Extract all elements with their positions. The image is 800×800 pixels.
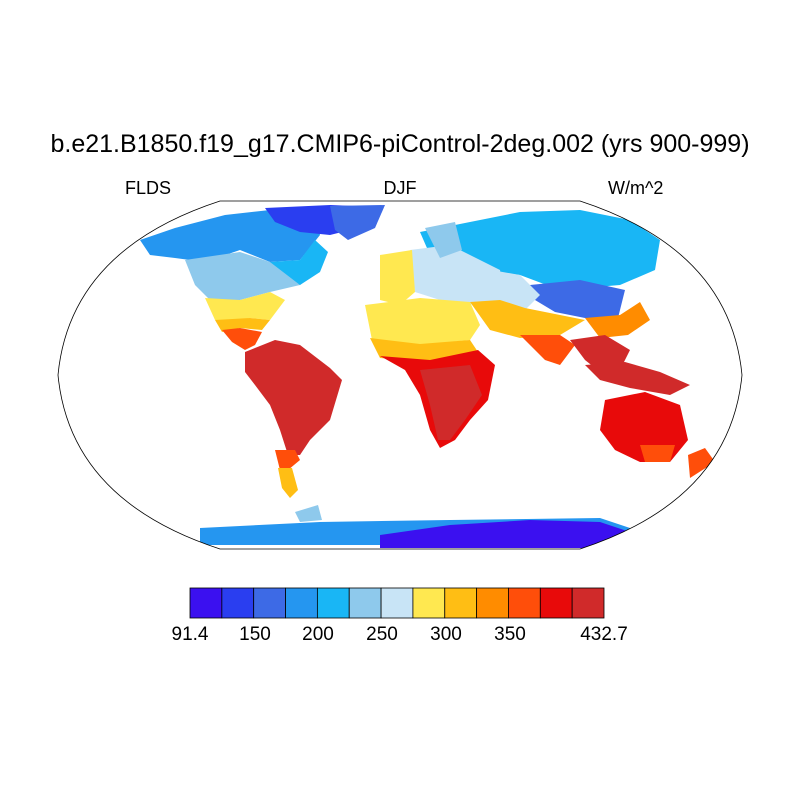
south-america: [245, 340, 342, 455]
colorbar-box: [285, 587, 318, 619]
colorbar-box: [380, 587, 414, 619]
land-fields: [140, 205, 715, 548]
colorbar-box: [476, 587, 509, 619]
season-label: DJF: [383, 178, 417, 198]
australia: [600, 392, 688, 462]
colorbar-box: [571, 587, 605, 619]
colorbar-box: [189, 587, 223, 619]
colorbar-box: [221, 587, 255, 619]
north-america-north: [140, 210, 320, 262]
central-asia: [480, 268, 540, 310]
variable-label: FLDS: [125, 178, 172, 198]
colorbar-tick-label: 91.4: [171, 624, 209, 645]
patagonia: [278, 468, 298, 498]
colorbar-tick-label: 200: [302, 624, 334, 645]
colorbar-tick-label: 432.7: [580, 624, 628, 645]
indonesia: [585, 362, 690, 395]
new-zealand: [688, 448, 715, 478]
antarctic-peninsula: [295, 505, 322, 522]
africa-south: [420, 365, 482, 440]
north-america-south: [205, 292, 285, 322]
mexico: [222, 328, 262, 350]
east-asia: [585, 302, 650, 338]
north-america-east: [270, 240, 328, 285]
colorbar-box: [412, 587, 446, 619]
sahara: [365, 298, 480, 345]
colorbar-box: [539, 587, 573, 619]
plot-title: b.e21.B1850.f19_g17.CMIP6-piControl-2deg…: [50, 130, 750, 158]
colorbar-tick-label: 150: [239, 624, 271, 645]
iberia-mediterranean: [380, 250, 415, 305]
greenland: [330, 205, 385, 240]
colorbar-tick-label: 250: [366, 624, 398, 645]
colorbar-tick-label: 350: [494, 624, 526, 645]
colorbar-box: [253, 587, 286, 619]
colorbar-box: [444, 587, 478, 619]
colorbar-box: [508, 587, 541, 619]
colorbar-box: [348, 587, 382, 619]
units-label: W/m^2: [608, 178, 664, 198]
mid-east: [470, 300, 585, 338]
colorbar-box: [316, 587, 350, 619]
europe-west: [410, 245, 505, 305]
india: [520, 335, 575, 365]
siberia: [530, 280, 625, 318]
gulf-coast: [215, 318, 270, 332]
south-america-south: [275, 450, 300, 470]
scandinavia: [425, 222, 462, 258]
map-border: [57, 200, 743, 550]
antarctica-interior: [380, 520, 630, 548]
australia-south: [640, 445, 675, 462]
colorbar-tick-label: 300: [430, 624, 462, 645]
